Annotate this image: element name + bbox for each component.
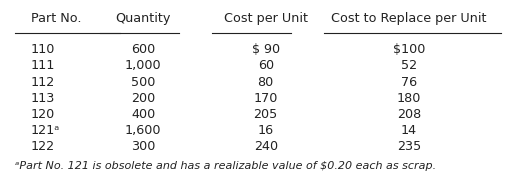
Text: 240: 240	[253, 140, 278, 153]
Text: ᵃPart No. 121 is obsolete and has a realizable value of $0.20 each as scrap.: ᵃPart No. 121 is obsolete and has a real…	[15, 161, 436, 171]
Text: 1,600: 1,600	[125, 124, 161, 137]
Text: $100: $100	[392, 43, 425, 56]
Text: 122: 122	[31, 140, 55, 153]
Text: 110: 110	[31, 43, 55, 56]
Text: 500: 500	[131, 76, 155, 89]
Text: Cost per Unit: Cost per Unit	[224, 12, 308, 25]
Text: 208: 208	[397, 108, 421, 121]
Text: 1,000: 1,000	[125, 59, 161, 72]
Text: 52: 52	[401, 59, 417, 72]
Text: 80: 80	[258, 76, 274, 89]
Text: 400: 400	[131, 108, 155, 121]
Text: 14: 14	[401, 124, 417, 137]
Text: Cost to Replace per Unit: Cost to Replace per Unit	[331, 12, 486, 25]
Text: 111: 111	[31, 59, 55, 72]
Text: 120: 120	[31, 108, 55, 121]
Text: 180: 180	[397, 92, 421, 105]
Text: 76: 76	[401, 76, 417, 89]
Text: 121ᵃ: 121ᵃ	[31, 124, 60, 137]
Text: $ 90: $ 90	[251, 43, 280, 56]
Text: 60: 60	[258, 59, 274, 72]
Text: 600: 600	[131, 43, 155, 56]
Text: 235: 235	[397, 140, 421, 153]
Text: 300: 300	[131, 140, 155, 153]
Text: 200: 200	[131, 92, 155, 105]
Text: 113: 113	[31, 92, 55, 105]
Text: Part No.: Part No.	[31, 12, 81, 25]
Text: 16: 16	[258, 124, 274, 137]
Text: Quantity: Quantity	[115, 12, 171, 25]
Text: 112: 112	[31, 76, 55, 89]
Text: 170: 170	[253, 92, 278, 105]
Text: 205: 205	[253, 108, 278, 121]
